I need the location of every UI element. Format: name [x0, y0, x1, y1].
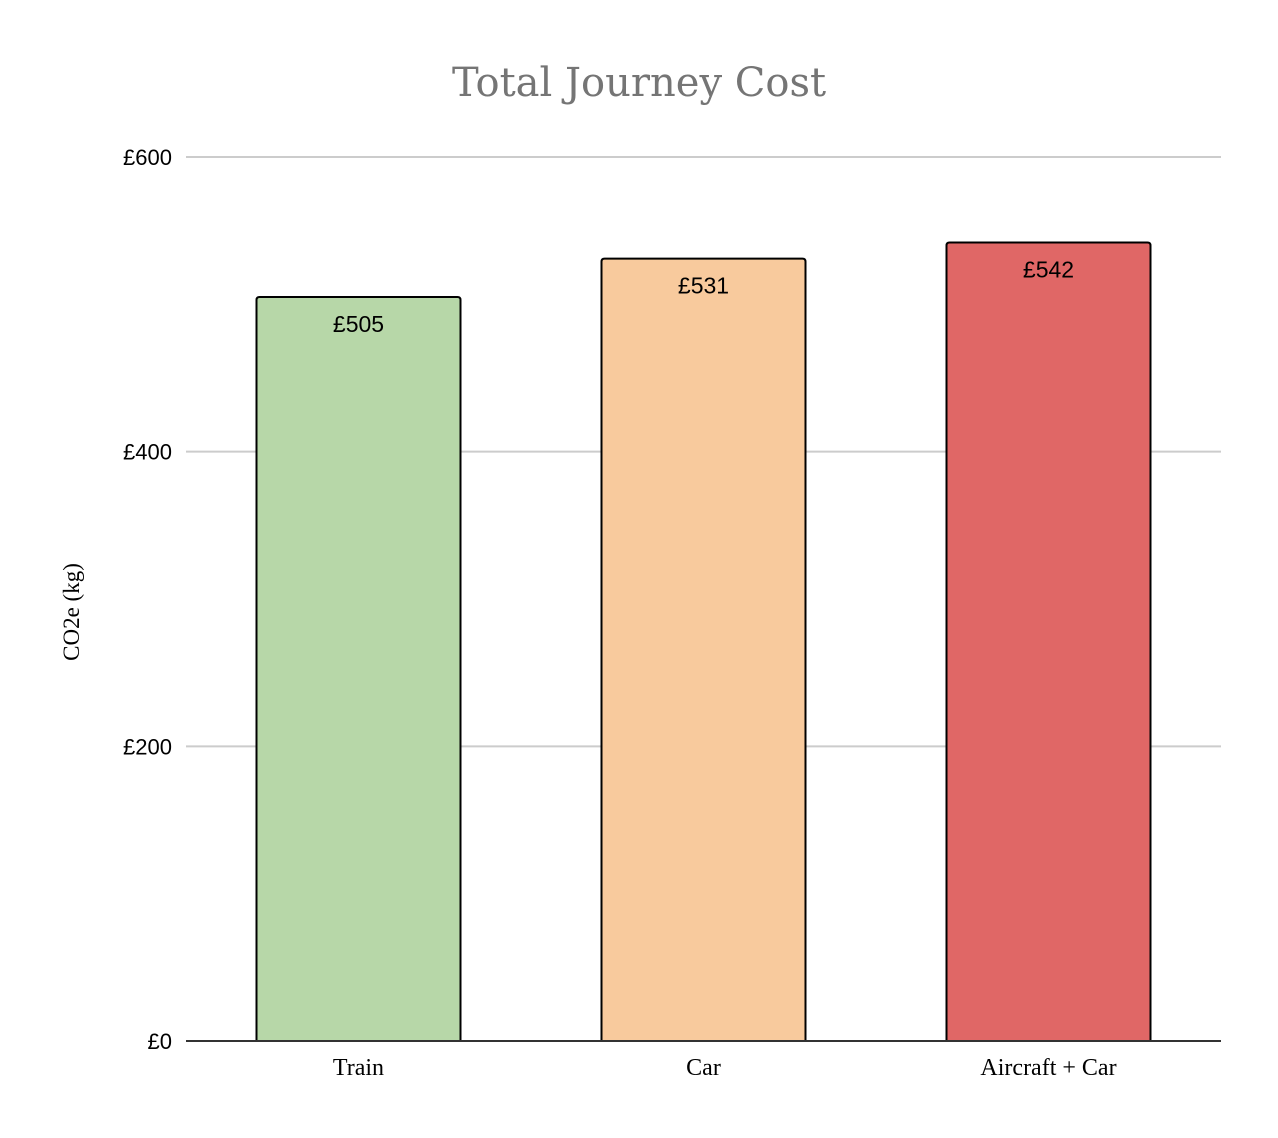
x-axis-ticks: Train Car Aircraft + Car	[333, 1055, 1117, 1081]
data-label: £505	[333, 311, 384, 337]
x-tick-label: Aircraft + Car	[980, 1055, 1116, 1081]
bar-aircraft-car	[945, 241, 1152, 1041]
data-labels: £505 £531 £542	[333, 256, 1074, 337]
x-tick-label: Train	[333, 1055, 384, 1081]
y-tick-label: £200	[123, 734, 172, 759]
y-tick-label: £0	[148, 1029, 172, 1054]
x-tick-label: Car	[686, 1055, 721, 1081]
y-axis-label: CO2e (kg)	[59, 563, 84, 661]
y-tick-label: £600	[123, 145, 172, 170]
y-tick-label: £400	[123, 440, 172, 465]
data-label: £531	[678, 273, 729, 299]
data-label: £542	[1023, 256, 1074, 282]
bar-car	[600, 257, 807, 1041]
chart-title: Total Journey Cost	[452, 60, 826, 106]
bar-train	[255, 295, 462, 1041]
bars	[186, 241, 1221, 1042]
y-axis-ticks: £0 £200 £400 £600	[123, 145, 172, 1054]
